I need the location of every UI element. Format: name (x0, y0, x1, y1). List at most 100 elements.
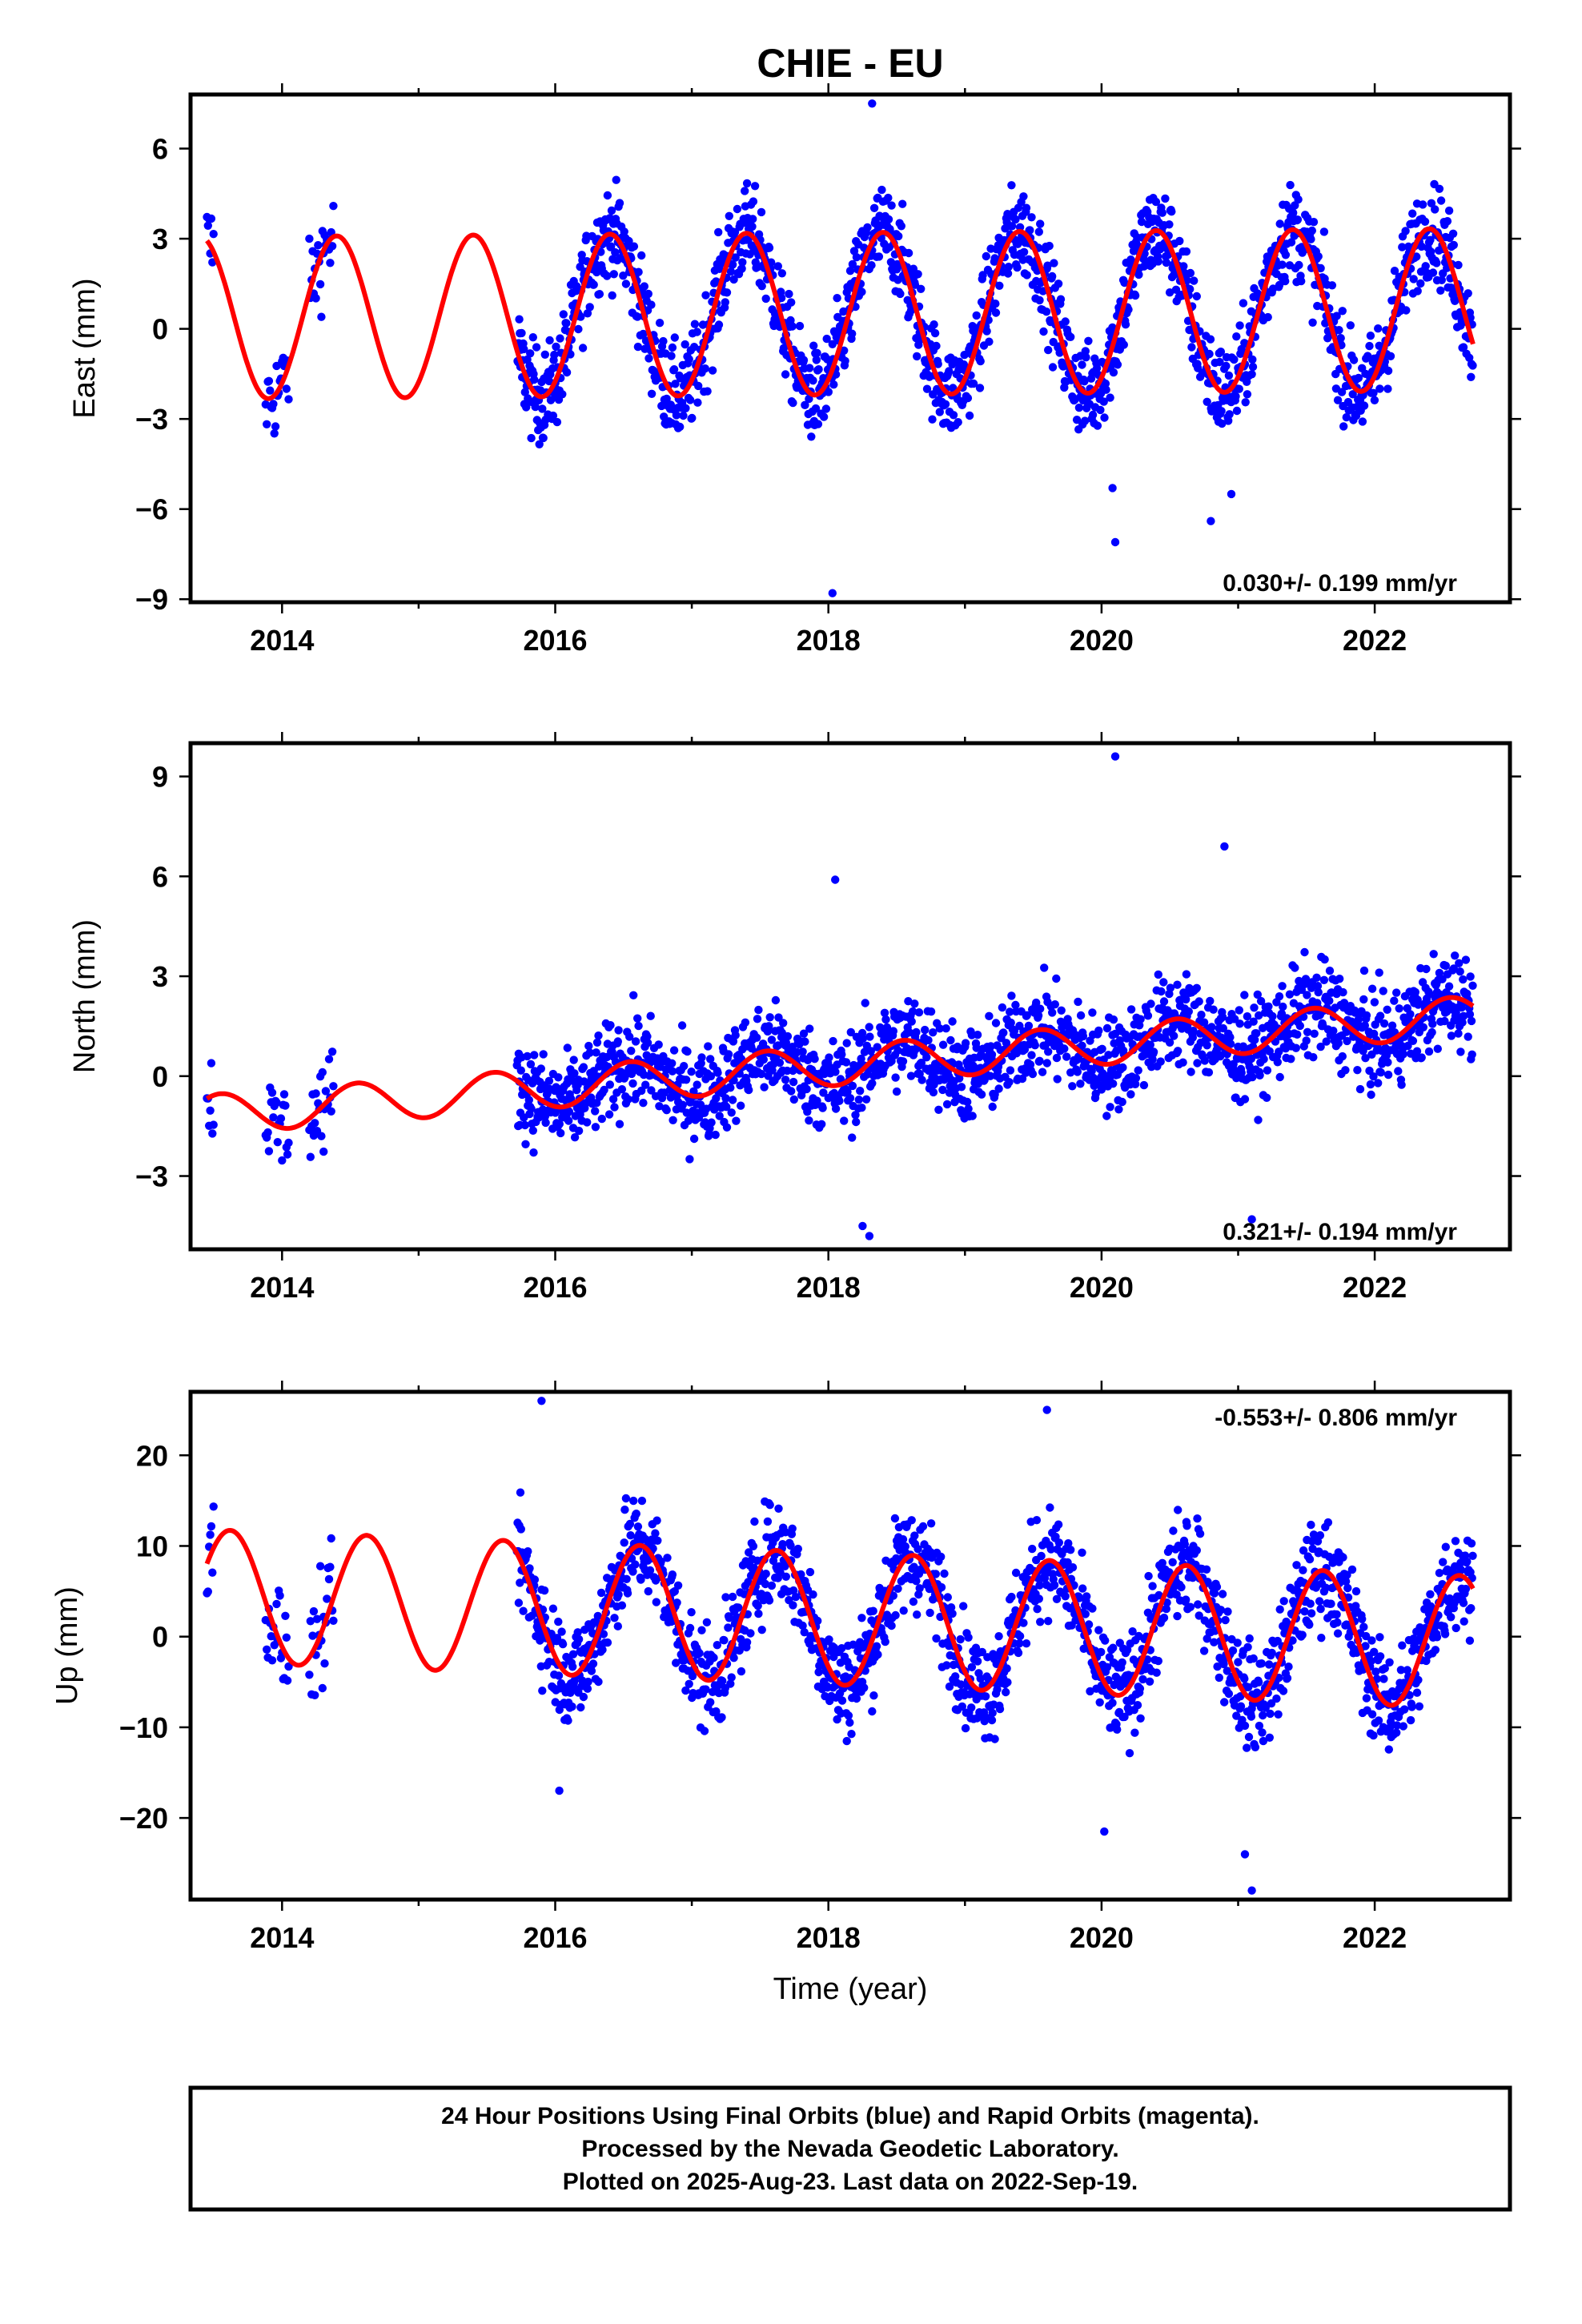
data-point (644, 289, 652, 299)
data-point (942, 1100, 952, 1109)
data-point (659, 336, 668, 346)
data-point (1215, 1673, 1224, 1683)
data-point (1094, 1626, 1103, 1634)
data-point (1294, 195, 1303, 204)
data-point (781, 370, 790, 379)
data-point (1281, 251, 1291, 259)
data-point (1374, 1079, 1383, 1088)
data-point (1243, 1642, 1252, 1651)
data-point (1291, 963, 1299, 972)
data-point (978, 1647, 987, 1657)
data-point (781, 1572, 790, 1582)
data-point (1251, 1035, 1259, 1044)
data-point (610, 1614, 619, 1622)
data-point (805, 1116, 813, 1125)
data-point (857, 287, 866, 296)
data-point (1408, 1036, 1418, 1046)
data-point (1253, 990, 1263, 999)
data-point (1303, 991, 1311, 999)
data-point (1461, 955, 1471, 964)
data-point (884, 193, 893, 203)
data-point (913, 1545, 922, 1554)
data-point (562, 319, 571, 328)
data-point (985, 1011, 994, 1021)
data-point (1287, 1055, 1295, 1063)
data-point (1379, 987, 1387, 995)
data-point (845, 267, 855, 275)
data-point (841, 356, 849, 365)
data-point (1240, 1675, 1249, 1683)
data-point (1247, 1712, 1256, 1721)
data-point (1273, 1058, 1283, 1067)
data-point (1004, 263, 1014, 271)
data-point (1216, 1606, 1226, 1614)
data-point (1074, 997, 1082, 1007)
data-point (209, 1120, 218, 1129)
data-point (865, 1023, 873, 1031)
data-point (1456, 1047, 1465, 1056)
data-point (208, 258, 217, 267)
y-tick-label: −3 (135, 403, 168, 436)
data-point (1174, 1047, 1182, 1055)
data-point (1437, 275, 1447, 284)
data-point (574, 1126, 584, 1136)
data-point (833, 1715, 841, 1724)
y-tick-label: 9 (152, 761, 168, 794)
data-point (1427, 199, 1436, 207)
data-point (1420, 217, 1430, 226)
data-point (556, 1679, 566, 1688)
data-point (1048, 271, 1057, 281)
data-point (529, 1148, 538, 1157)
data-point (681, 1076, 691, 1084)
data-point (1095, 1698, 1104, 1707)
x-tick-label: 2014 (250, 1271, 314, 1304)
data-point (1228, 1646, 1238, 1655)
data-point (1312, 973, 1321, 983)
data-point (264, 376, 274, 385)
data-point (777, 293, 786, 303)
data-point (791, 1592, 801, 1602)
data-point (1369, 1072, 1378, 1081)
data-point (1467, 372, 1476, 381)
data-point (610, 1103, 619, 1112)
data-point (1015, 1638, 1024, 1648)
data-point (1104, 1051, 1113, 1059)
data-point (972, 311, 981, 320)
data-point (1369, 388, 1378, 397)
data-point (621, 279, 631, 288)
data-point (1052, 1594, 1062, 1604)
data-point (1044, 345, 1053, 355)
data-point (1428, 1019, 1437, 1028)
data-point (767, 1581, 777, 1590)
y-axis-label: East (mm) (68, 278, 102, 418)
data-point (570, 1069, 579, 1078)
data-point (777, 287, 785, 296)
data-point (761, 1579, 770, 1589)
data-point (724, 1050, 733, 1059)
data-point (1255, 1721, 1264, 1731)
data-point (814, 1667, 823, 1677)
data-point (1108, 1699, 1117, 1707)
data-point (1034, 227, 1044, 236)
data-point (1285, 990, 1295, 999)
data-point (896, 289, 905, 299)
data-point (576, 1703, 585, 1712)
y-tick-label: 3 (152, 960, 168, 993)
y-tick-label: −3 (135, 1160, 168, 1193)
data-point (1210, 1638, 1219, 1647)
data-point (631, 1560, 640, 1569)
data-point (318, 1068, 327, 1077)
data-point (584, 1041, 593, 1051)
data-point (930, 320, 938, 329)
data-point (1322, 1037, 1331, 1046)
data-point (524, 1096, 533, 1104)
data-point (854, 1096, 864, 1104)
data-point (554, 1617, 563, 1626)
data-point (1234, 1658, 1243, 1667)
data-point (975, 384, 985, 392)
data-point (1165, 220, 1174, 229)
data-point (1003, 269, 1013, 278)
data-point (525, 1564, 534, 1573)
data-point (877, 185, 886, 195)
data-point (775, 1058, 785, 1068)
